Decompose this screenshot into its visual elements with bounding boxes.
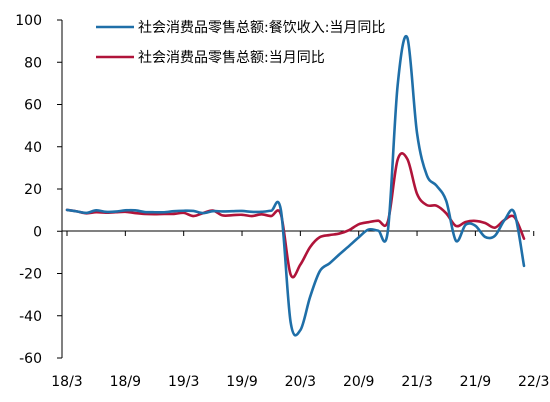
axes: 100 80 60 40 20 0 -20 -40 -60 18/3 18/9 19/3 19/9 20/…: [15, 13, 549, 390]
series-layer: [65, 34, 526, 337]
series-line-2: [65, 152, 526, 279]
x-tick-label: 19/9: [226, 374, 257, 390]
x-tick-label: 20/9: [343, 374, 374, 390]
y-tick-label: -60: [19, 351, 42, 367]
y-tick-label: 0: [33, 224, 42, 240]
y-tick-label: 60: [24, 98, 42, 114]
x-tick-label: 18/9: [110, 374, 141, 390]
y-tick-label: -40: [19, 309, 42, 325]
y-tick-label: 20: [24, 182, 42, 198]
x-tick-label: 21/3: [401, 374, 432, 390]
x-tick-label: 22/3: [518, 374, 549, 390]
y-tick-label: 100: [15, 13, 42, 29]
legend-label-2: 社会消费品零售总额:当月同比: [138, 50, 325, 66]
x-tick-label: 21/9: [460, 374, 491, 390]
x-tick-label: 18/3: [51, 374, 82, 390]
y-tick-label: -20: [19, 267, 42, 283]
legend-label-1: 社会消费品零售总额:餐饮收入:当月同比: [138, 20, 385, 36]
x-tick-label: 19/3: [168, 374, 199, 390]
series-line-1: [65, 34, 526, 337]
y-tick-label: 40: [24, 140, 42, 156]
y-tick-label: 80: [24, 55, 42, 71]
x-tick-label: 20/3: [285, 374, 316, 390]
